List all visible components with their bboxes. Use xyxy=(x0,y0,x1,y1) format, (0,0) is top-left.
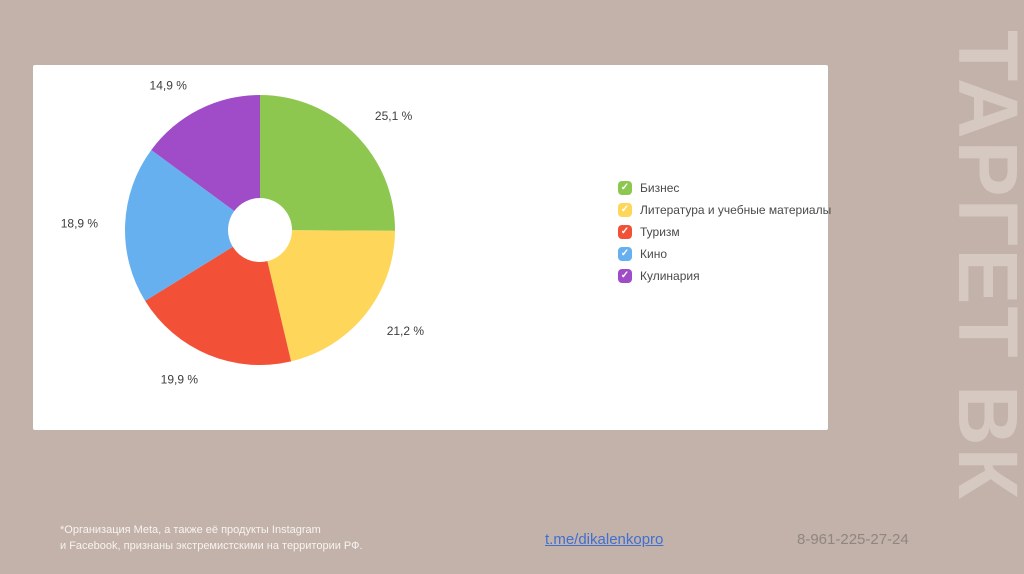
pie-slice-4 xyxy=(151,95,260,212)
legend-checkbox-icon: ✓ xyxy=(618,203,632,217)
legend-label: Туризм xyxy=(640,225,680,239)
pie-slice-value-label: 19,9 % xyxy=(161,373,199,387)
legend-item-2: ✓ Туризм xyxy=(618,225,831,239)
legend-checkbox-icon: ✓ xyxy=(618,181,632,195)
pie-slice-value-label: 14,9 % xyxy=(150,78,188,92)
legend-item-4: ✓ Кулинария xyxy=(618,269,831,283)
legend-checkbox-icon: ✓ xyxy=(618,247,632,261)
pie-slice-value-label: 21,2 % xyxy=(387,324,425,338)
phone-number: 8-961-225-27-24 xyxy=(797,531,909,548)
chart-card: 25,1 % 21,2 % 19,9 % 18,9 % 14,9 % ✓ Бизнес ✓ Л… xyxy=(33,65,831,430)
pie-chart-svg: 25,1 % 21,2 % 19,9 % 18,9 % 14,9 % xyxy=(61,78,425,387)
legend-label: Бизнес xyxy=(640,181,680,195)
slide-vertical-title: ТАРГЕТ ВК xyxy=(941,30,1024,501)
legend-label: Кино xyxy=(640,247,667,261)
pie-slice-value-label: 25,1 % xyxy=(375,109,413,123)
pie-slice-1 xyxy=(267,230,395,362)
legend-label: Кулинария xyxy=(640,269,700,283)
legend-checkbox-icon: ✓ xyxy=(618,269,632,283)
pie-slice-0 xyxy=(260,95,396,231)
meta-disclaimer: *Организация Meta, а также её продукты I… xyxy=(60,522,363,554)
legend-label: Литература и учебные материалы xyxy=(640,203,832,217)
pie-slice-value-label: 18,9 % xyxy=(61,216,99,230)
pie-slice-2 xyxy=(145,246,292,366)
meta-disclaimer-line1: *Организация Meta, а также её продукты I… xyxy=(60,524,321,536)
legend-item-3: ✓ Кино xyxy=(618,247,831,261)
pie-slice-3 xyxy=(124,149,235,301)
legend-item-1: ✓ Литература и учебные материалы xyxy=(618,203,831,217)
meta-disclaimer-line2: и Facebook, признаны экстремистскими на … xyxy=(60,540,363,552)
legend-item-0: ✓ Бизнес xyxy=(618,181,831,195)
telegram-link[interactable]: t.me/dikalenkopro xyxy=(545,531,664,548)
legend-checkbox-icon: ✓ xyxy=(618,225,632,239)
chart-legend: ✓ Бизнес ✓ Литература и учебные материалы ✓ Т… xyxy=(618,181,831,291)
